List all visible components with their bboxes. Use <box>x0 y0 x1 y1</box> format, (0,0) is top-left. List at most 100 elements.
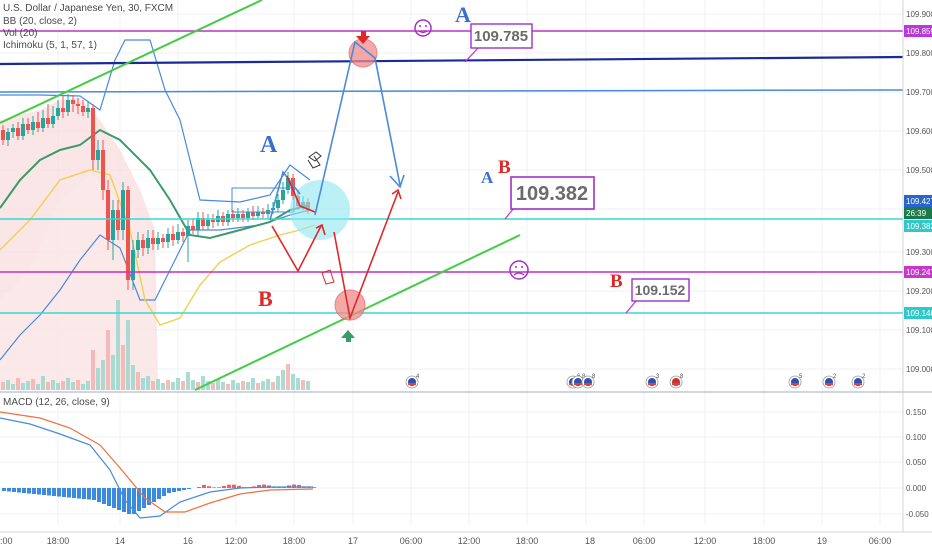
volume-bar <box>251 378 255 390</box>
time-axis[interactable]: :00 18:00 14 16 12:00 18:00 17 06:00 12:00 18:00 1… <box>0 536 891 546</box>
macd-hist-bar <box>52 488 56 496</box>
volume-bar <box>26 381 30 390</box>
volume-bar <box>11 384 15 390</box>
event-flag-icon[interactable]: 2 <box>822 374 837 389</box>
legend-symbol[interactable]: U.S. Dollar / Japanese Yen, 30, FXCM <box>3 3 174 14</box>
macd-hist-bar <box>92 488 96 500</box>
legend-vol[interactable]: Vol (20) <box>3 28 38 39</box>
macd-hist-bar <box>147 488 151 505</box>
candle-body <box>71 100 75 104</box>
volume-bar <box>101 360 105 390</box>
volume-bar <box>281 370 285 390</box>
callout-bottom-text: 109.152 <box>635 282 686 298</box>
price-badge <box>904 207 932 219</box>
macd-hist-bar <box>292 484 296 488</box>
volume-bar <box>36 384 40 390</box>
legend-bb[interactable]: BB (20, close, 2) <box>3 16 77 27</box>
volume-bar <box>126 320 130 390</box>
event-flag-icon[interactable]: 8 <box>581 374 596 389</box>
sad-face-icon <box>509 260 529 280</box>
macd-hist-bar <box>237 485 241 488</box>
event-flag-icon[interactable]: 8 <box>571 374 586 389</box>
macd-hist-bar <box>137 488 141 511</box>
candle-body <box>176 232 180 240</box>
macd-hist-bar <box>197 487 201 488</box>
macd-hist-bar <box>277 487 281 488</box>
level-line-navy[interactable] <box>0 55 904 66</box>
volume-bar <box>236 383 240 390</box>
callout-bottom[interactable]: 109.152 <box>625 278 690 314</box>
candle-body <box>86 108 90 112</box>
hand-pointer-icon <box>321 269 335 285</box>
volume-bar <box>301 380 305 390</box>
candle-body <box>21 124 25 136</box>
macd-hist-bar <box>102 488 106 504</box>
event-count: 2 <box>862 374 866 380</box>
volume-bar <box>81 384 85 390</box>
candle-body <box>91 108 95 160</box>
price-badge-text: 109.427 <box>906 197 932 206</box>
event-count: 4 <box>416 374 420 380</box>
price-tick-label: 109.200 <box>906 287 932 296</box>
level-line-blue[interactable] <box>0 89 904 93</box>
candle-body <box>286 178 290 190</box>
volume-bar <box>51 380 55 390</box>
volume-bar <box>276 376 280 390</box>
volume-bar <box>96 368 100 390</box>
time-tick-label: 12:00 <box>458 536 481 546</box>
volume-bar <box>131 365 135 390</box>
trendline-upper[interactable] <box>0 0 263 124</box>
target-circle-cyan[interactable] <box>290 180 350 240</box>
price-badge <box>904 195 932 207</box>
macd-hist-bar <box>67 488 71 498</box>
candle-body <box>226 214 230 222</box>
callout-middle[interactable]: 109.382 <box>504 176 595 220</box>
volume-bar <box>41 376 45 390</box>
candle-body <box>26 124 30 130</box>
volume-bar <box>46 382 50 390</box>
volume-bar <box>291 374 295 390</box>
event-flag-icon[interactable]: 5 <box>788 374 803 389</box>
scenario-a-path[interactable] <box>269 40 401 221</box>
macd-hist-bar <box>167 488 171 493</box>
volume-bar <box>141 378 145 390</box>
candle-body <box>36 122 40 128</box>
macd-hist-bar <box>27 488 31 494</box>
callout-middle-text: 109.382 <box>516 183 588 205</box>
time-tick-label: 19 <box>817 536 827 546</box>
scenario-b-path[interactable] <box>271 175 399 321</box>
volume-bar <box>306 381 310 390</box>
candle-body <box>276 200 280 208</box>
candle-body <box>156 238 160 244</box>
event-flag-icon[interactable]: 4 <box>405 374 420 389</box>
event-flag-icon[interactable]: 8 <box>669 374 684 389</box>
price-badge <box>904 307 932 319</box>
macd-hist-bar <box>207 486 211 488</box>
candle-body <box>196 218 200 230</box>
event-count: 2 <box>833 374 837 380</box>
callout-top[interactable]: 109.785 <box>464 23 533 63</box>
candle-body <box>291 178 295 196</box>
macd-tick-label: 0.050 <box>906 458 927 467</box>
macd-axis[interactable]: 0.150 0.100 0.050 0.000 -0.050 <box>906 408 929 519</box>
time-tick-label: 06:00 <box>869 536 892 546</box>
event-flag-icon[interactable]: 3 <box>645 374 660 389</box>
volume-bar <box>211 383 215 390</box>
macd-hist-bar <box>82 488 86 499</box>
price-badge-text: 109.382 <box>906 222 932 231</box>
volume-bar <box>296 378 300 390</box>
volume-bar <box>71 382 75 390</box>
volume-bar <box>206 381 210 390</box>
arrow-up-green <box>341 330 355 342</box>
event-flag-icon[interactable]: 2 <box>851 374 866 389</box>
time-tick-label: 06:00 <box>633 536 656 546</box>
price-tick-label: 109.600 <box>906 127 932 136</box>
legend-ichimoku[interactable]: Ichimoku (5, 1, 57, 1) <box>3 40 97 51</box>
candle-body <box>61 108 65 112</box>
macd-hist-bar <box>32 488 36 494</box>
tenkan-line <box>0 128 311 240</box>
time-tick-label: 18:00 <box>753 536 776 546</box>
legend-macd[interactable]: MACD (12, 26, close, 9) <box>3 397 110 408</box>
macd-hist-bar <box>257 484 261 488</box>
